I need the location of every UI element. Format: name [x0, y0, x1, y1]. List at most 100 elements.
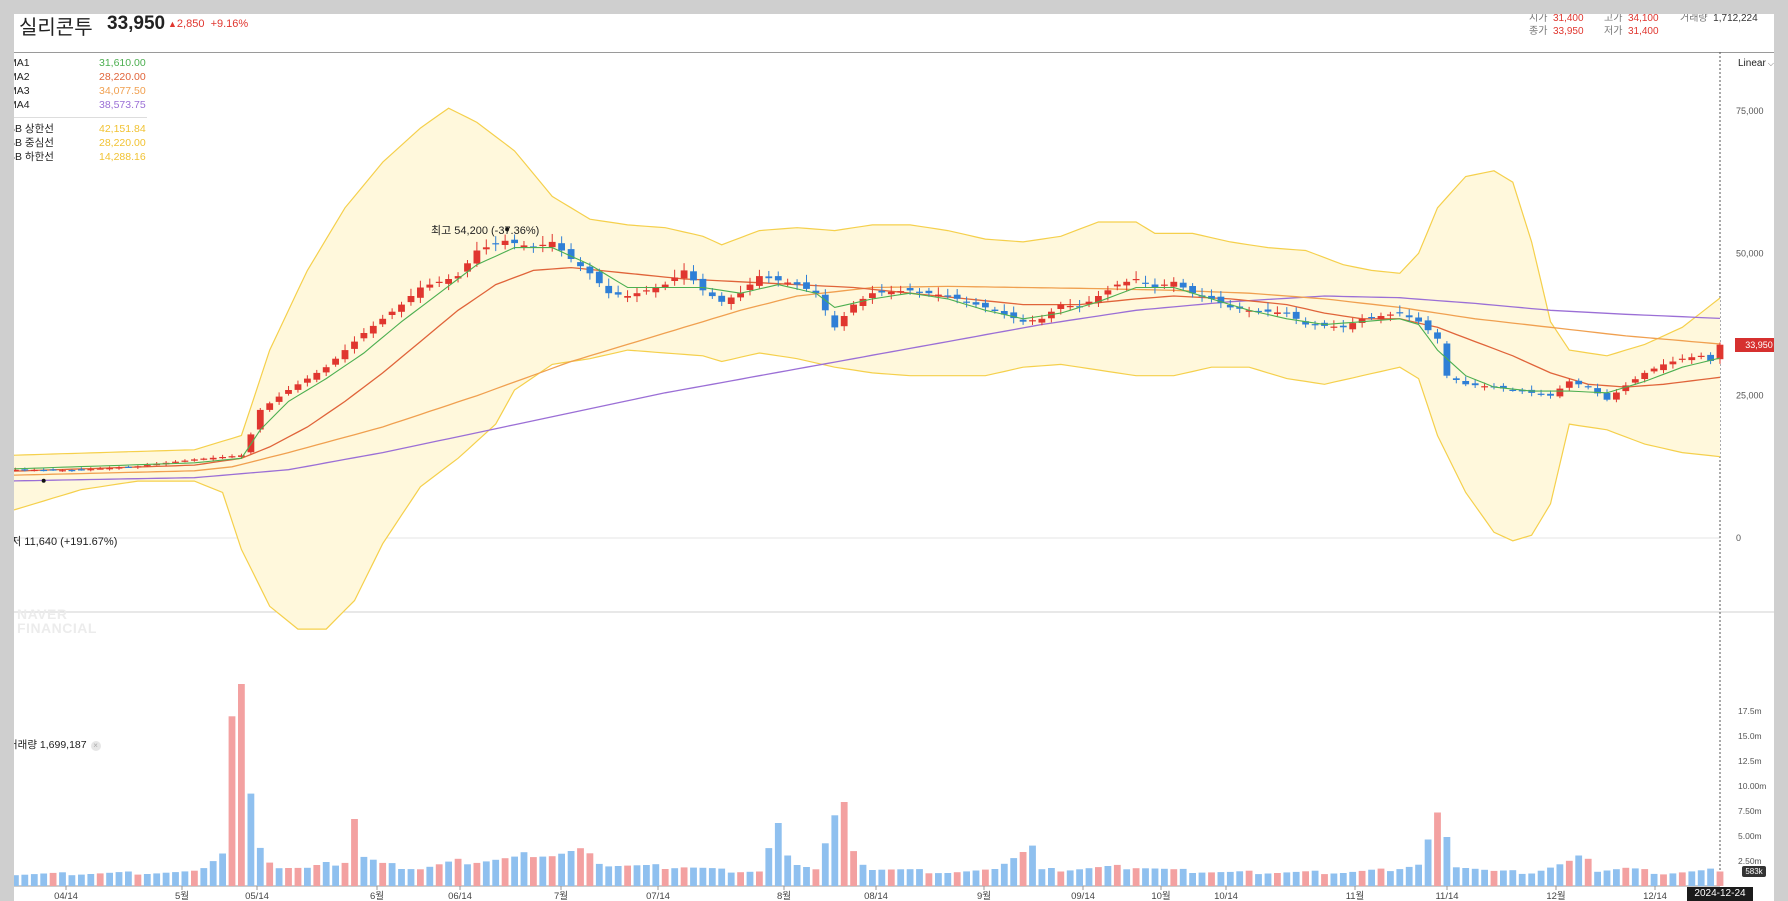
legend-label: BB 상한선 [14, 123, 54, 135]
candle-body [304, 378, 311, 383]
volume-tick-label: 5.00m [1738, 831, 1762, 841]
candle-body [40, 469, 48, 472]
x-tick-label: 11월 [1346, 890, 1365, 901]
volume-bar [351, 819, 358, 886]
candle-body [1650, 368, 1658, 372]
legend-ma-1: MA2 28,220.00 [14, 70, 148, 84]
stock-price: 33,950 [107, 14, 166, 34]
volume-bar [125, 871, 132, 886]
legend-bb-1: BB 중심선 28,220.00 [14, 136, 148, 150]
candle-body [285, 390, 292, 394]
volume-bar [1339, 873, 1347, 886]
volume-bar [1349, 871, 1357, 886]
candle-body [181, 460, 189, 462]
candle-body [1076, 306, 1083, 308]
volume-bar [708, 868, 716, 886]
candle-body [1066, 306, 1074, 308]
volume-bar [1358, 870, 1366, 887]
candle-body [115, 467, 123, 469]
volume-bar [285, 868, 292, 886]
volume-bar [96, 873, 104, 886]
candle-body [1142, 282, 1149, 284]
candle-body [878, 290, 886, 293]
high-label: 고가 [1604, 14, 1623, 24]
volume-bar [1547, 867, 1554, 886]
candle-body [369, 325, 377, 334]
volume-bar [765, 848, 773, 886]
volume-bar [379, 862, 387, 886]
candle-body [1057, 304, 1065, 309]
candle-body [1113, 284, 1121, 287]
candle-body [1151, 284, 1159, 288]
volume-bar [586, 853, 594, 886]
candle-body [1358, 318, 1366, 323]
price-chart[interactable]: 75,000 50,000 25,000 0 17.5m 15.0m 12.5m 10.00m… [14, 52, 1774, 901]
candle-body [1434, 332, 1441, 339]
volume-bar [539, 856, 547, 886]
y-tick-label: 75,000 [1736, 106, 1764, 116]
scale-mode-select[interactable]: Linear ⌵ [1738, 58, 1774, 69]
volume-bar [1434, 812, 1441, 886]
bb-upper-line [14, 107, 1721, 456]
volume-bar [153, 873, 161, 886]
candle-body [708, 292, 716, 297]
candle-body [1500, 385, 1507, 389]
volume-bar [1528, 873, 1536, 886]
candle-body [935, 294, 942, 297]
legend-value: 31,610.00 [99, 57, 146, 69]
candle-body [1095, 296, 1102, 303]
current-price-badge: 33,950 [1735, 338, 1774, 352]
x-tick-label: 9월 [977, 890, 991, 901]
volume-bar [614, 866, 622, 886]
x-tick-label: 12/14 [1643, 891, 1667, 901]
volume-bar [925, 873, 933, 887]
volume-bar [812, 869, 820, 886]
volume-bar [1377, 868, 1385, 886]
x-tick-label: 05/14 [245, 891, 269, 901]
candle-body [680, 270, 688, 279]
volume-bar [181, 871, 189, 886]
candle-body [360, 333, 368, 339]
x-tick-label: 11/14 [1435, 891, 1458, 901]
bb-lower-line [14, 349, 1721, 630]
candle-body [1707, 354, 1714, 361]
volume-bar [78, 874, 85, 886]
volume-bar [1132, 868, 1140, 886]
candle-body [1669, 361, 1677, 365]
volume-bar [906, 869, 914, 886]
volume-bar [398, 869, 405, 886]
volume-bar [1471, 868, 1479, 886]
legend-value: 34,077.50 [99, 85, 146, 97]
candle-body [1575, 380, 1583, 385]
legend-value: 42,151.84 [99, 123, 146, 135]
volume-bar [1142, 868, 1149, 886]
volume-bar [737, 872, 744, 886]
volume-bar [1387, 871, 1394, 886]
high-marker [505, 227, 510, 232]
candle-body [134, 466, 142, 468]
candle-body [1274, 312, 1281, 314]
candle-body [1132, 279, 1140, 281]
candle-body [869, 293, 876, 298]
candle-body [1029, 320, 1036, 322]
volume-bar [1208, 872, 1215, 886]
candle-body [1547, 393, 1554, 396]
crosshair-date-badge: 2024-12-24 [1687, 887, 1753, 901]
candle-body [96, 468, 104, 470]
volume-bar [1085, 868, 1093, 886]
volume-bar [624, 865, 631, 886]
volume-bar [567, 851, 575, 886]
candle-body [1349, 323, 1357, 330]
close-icon[interactable]: × [90, 741, 101, 751]
candle-body [209, 457, 217, 460]
candle-body [1330, 326, 1338, 328]
volume-bar [1594, 871, 1601, 886]
volume-bar [492, 859, 500, 886]
candle-body [1716, 344, 1724, 360]
ma4-line [14, 295, 1721, 482]
candle-body [1104, 290, 1112, 295]
candle-body [803, 282, 810, 289]
volume-bar [1518, 873, 1526, 886]
candle-body [87, 469, 95, 471]
candle-body [294, 384, 302, 390]
